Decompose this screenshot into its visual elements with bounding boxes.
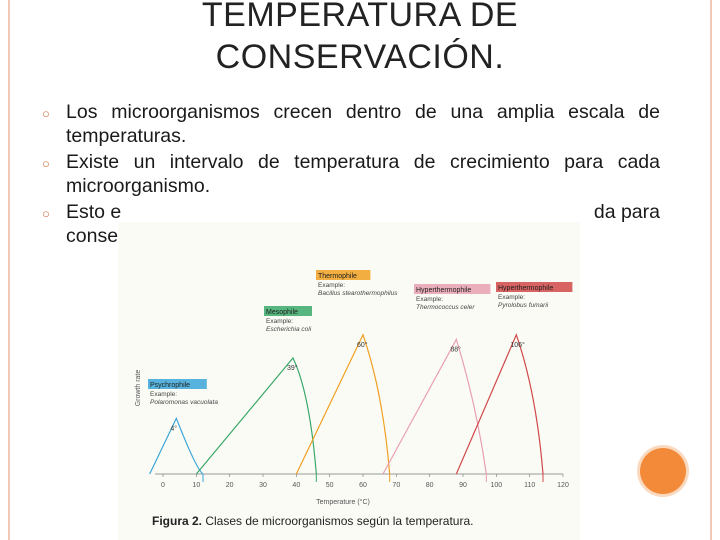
bullet-ring-icon: ○ [42, 206, 50, 221]
series-name-3: Hyperthermophile [416, 287, 471, 294]
x-tick-label: 10 [192, 482, 200, 489]
temperature-chart: 0 10 20 30 40 50 60 70 80 90 100 110 120 Temperature … [135, 270, 573, 506]
x-tick-label: 100 [490, 482, 502, 489]
x-tick-label: 60 [359, 482, 367, 489]
x-tick-label: 70 [392, 482, 400, 489]
optimum-label-4: 106° [510, 341, 525, 349]
bullet-text: Existe un intervalo de temperatura de cr… [66, 151, 660, 197]
bullet-item: ○ Los microorganismos crecen dentro de u… [40, 100, 660, 148]
slide-title: TEMPERATURA DE CONSERVACIÓN. [60, 0, 660, 78]
bullet-text: Los microorganismos crecen dentro de una… [66, 101, 660, 147]
series-line-0 [149, 416, 204, 475]
series-label-box-2 [316, 270, 371, 280]
caption-text: Clases de microorganismos según la tempe… [202, 514, 474, 528]
frame-line-left [8, 0, 10, 540]
series-example-2: Bacillus stearothermophilus [318, 290, 398, 297]
x-tick-label: 50 [326, 482, 334, 489]
frame-line-right [710, 0, 712, 540]
bullet-text: Esto e [66, 201, 122, 223]
bullet-item: ○ Existe un intervalo de temperatura de … [40, 150, 660, 198]
series-example-label-4: Example: [498, 294, 525, 301]
slide-title-line1: TEMPERATURA DE [201, 0, 519, 34]
series-line-4 [455, 333, 544, 475]
x-tick-label: 30 [259, 482, 267, 489]
series-example-label-1: Example: [266, 318, 293, 325]
caption-bold: Figura 2. [152, 514, 203, 528]
bullet-text-end: da para [593, 201, 660, 223]
bullet-item: ○ Esto e da para consen [40, 200, 660, 248]
series-example-0: Polaromonas vacuolata [150, 399, 218, 406]
x-tick-label: 0 [161, 482, 165, 489]
figure-panel: 0 10 20 30 40 50 60 70 80 90 100 110 120 Temperature … [118, 222, 580, 540]
series-name-4: Hyperthermophile [498, 285, 553, 292]
series-name-2: Thermophile [318, 273, 357, 280]
optimum-label-0: 4° [170, 424, 177, 432]
series-example-label-3: Example: [416, 296, 443, 303]
series-line-2 [295, 333, 391, 475]
optimum-label-1: 39° [287, 364, 298, 372]
series-line-3 [382, 337, 487, 475]
bullet-text: consen [66, 225, 129, 247]
series-name-0: Psychrophile [150, 382, 190, 389]
x-tick-label: 20 [226, 482, 234, 489]
bullet-ring-icon: ○ [42, 106, 50, 121]
series-label-box-4 [496, 282, 573, 292]
x-tick-label: 90 [459, 482, 467, 489]
series-label-box-1 [264, 306, 312, 316]
slide-title-line2: CONSERVACIÓN. [215, 38, 505, 76]
x-tick-label: 40 [292, 482, 300, 489]
x-tick-label: 80 [426, 482, 434, 489]
series-example-3: Thermococcus celer [416, 304, 475, 311]
series-example-4: Pyrolobus fumarii [498, 302, 549, 309]
y-axis-title: Growth rate [135, 370, 142, 407]
series-example-label-2: Example: [318, 282, 345, 289]
x-axis-title: Temperature (°C) [316, 498, 370, 506]
series-label-box-3 [414, 284, 491, 294]
decorative-circle [640, 448, 686, 494]
optimum-label-3: 88° [450, 345, 461, 353]
series-label-box-0 [148, 379, 207, 389]
bullet-ring-icon: ○ [42, 156, 50, 171]
x-tick-label: 110 [524, 482, 535, 489]
series-line-1 [195, 356, 317, 475]
figure-caption: Figura 2. Clases de microorganismos segú… [152, 514, 473, 528]
optimum-label-2: 60° [357, 341, 368, 349]
x-tick-label: 120 [557, 482, 569, 489]
series-example-label-0: Example: [150, 391, 177, 398]
series-name-1: Mesophile [266, 309, 298, 316]
bullet-list: ○ Los microorganismos crecen dentro de u… [40, 100, 660, 250]
series-example-1: Escherichia coli [266, 326, 312, 333]
